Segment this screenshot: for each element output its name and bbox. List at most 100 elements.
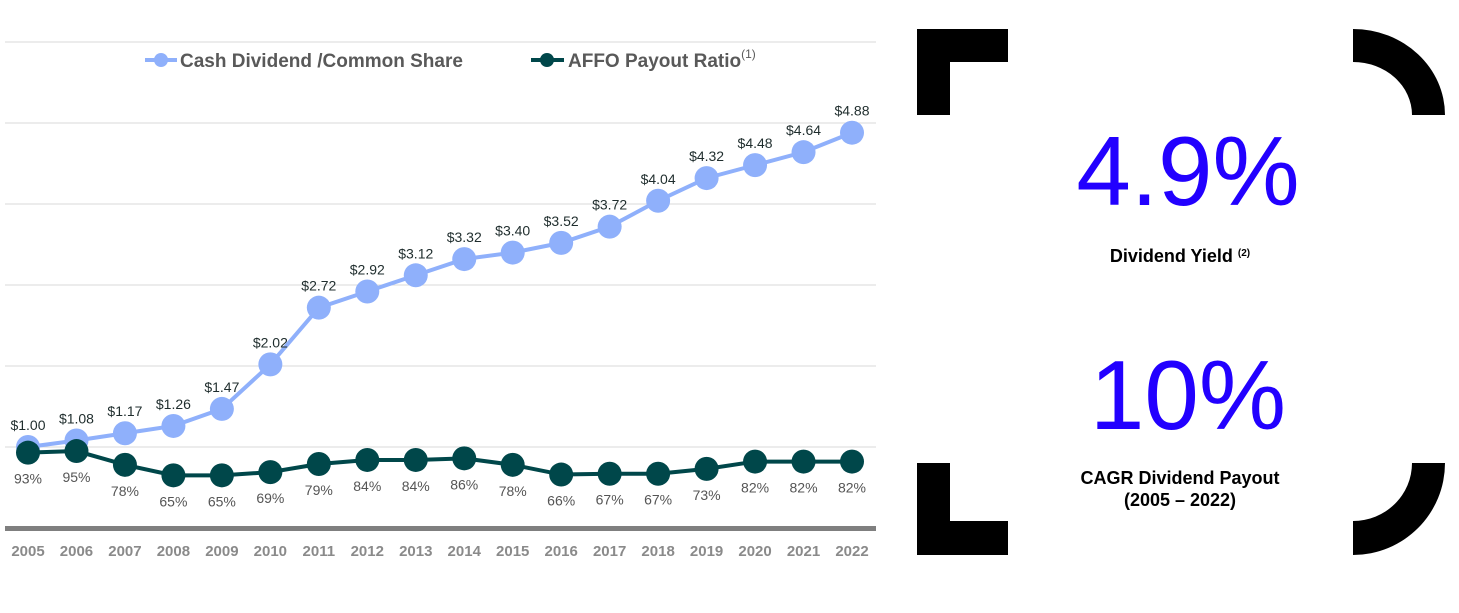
data-point	[403, 447, 428, 472]
data-label: 78%	[499, 483, 527, 499]
x-tick-label: 2012	[351, 543, 384, 560]
x-tick-label: 2008	[157, 543, 190, 560]
data-point	[791, 449, 816, 474]
legend-label-payout: AFFO Payout Ratio(1)	[568, 47, 756, 72]
data-label: 65%	[208, 493, 236, 509]
brackets	[917, 29, 1445, 555]
x-tick-label: 2021	[787, 543, 820, 560]
legend-marker-payout	[540, 53, 554, 67]
data-label: $2.92	[350, 261, 385, 277]
data-label: $1.47	[204, 379, 239, 395]
data-label: $2.02	[253, 334, 288, 350]
x-tick-label: 2017	[593, 543, 626, 560]
data-point	[500, 452, 525, 477]
x-tick-label: 2020	[738, 543, 771, 560]
data-label: $3.52	[544, 213, 579, 229]
data-point	[209, 396, 234, 421]
x-tick-label: 2016	[544, 543, 577, 560]
x-tick-label: 2018	[641, 543, 674, 560]
data-point	[743, 449, 768, 474]
data-label: 84%	[353, 478, 381, 494]
data-point	[355, 279, 380, 304]
data-label: $3.40	[495, 223, 530, 239]
data-point	[840, 449, 864, 474]
series-line-dividend	[27, 130, 853, 449]
data-point	[306, 452, 331, 477]
data-point	[306, 295, 331, 320]
bracket-top-left	[917, 29, 1008, 115]
data-label: 95%	[62, 469, 90, 485]
x-axis-line	[5, 526, 876, 531]
data-point	[355, 447, 380, 472]
data-label: 86%	[450, 476, 478, 492]
data-label: $1.00	[10, 417, 45, 433]
data-point	[452, 247, 477, 272]
x-tick-label: 2014	[448, 543, 482, 560]
data-point	[403, 263, 428, 288]
data-point	[646, 188, 671, 213]
data-point	[64, 439, 89, 464]
cagr-label: CAGR Dividend Payout (2005 – 2022)	[1080, 468, 1280, 510]
data-point	[694, 456, 719, 481]
cagr-value: 10%	[1089, 340, 1287, 450]
x-tick-label: 2011	[303, 543, 336, 560]
data-point	[840, 120, 864, 145]
data-point	[597, 214, 622, 239]
data-label: 66%	[547, 493, 575, 509]
data-label: 78%	[111, 483, 139, 499]
data-point	[597, 461, 622, 486]
data-point	[694, 166, 719, 191]
x-tick-label: 2007	[108, 543, 141, 560]
data-label: $1.08	[59, 411, 94, 427]
x-tick-label: 2010	[254, 543, 287, 560]
data-point	[161, 413, 186, 438]
x-tick-label: 2009	[205, 543, 238, 560]
data-label: $1.26	[156, 396, 191, 412]
data-point	[549, 230, 574, 255]
legend: Cash Dividend /Common Share AFFO Payout …	[145, 47, 756, 72]
data-point	[16, 440, 40, 465]
data-label: $3.12	[398, 245, 433, 261]
data-point	[743, 153, 768, 178]
data-label: 93%	[14, 471, 42, 487]
data-label: $4.04	[641, 171, 676, 187]
data-label: 67%	[596, 492, 624, 508]
data-label: $4.32	[689, 148, 724, 164]
data-label: 82%	[838, 480, 866, 496]
data-label: 82%	[741, 480, 769, 496]
data-point	[112, 421, 137, 446]
series-line-payout	[27, 449, 852, 478]
data-label: 69%	[256, 490, 284, 506]
data-label: 82%	[790, 480, 818, 496]
bracket-top-right	[1353, 29, 1445, 115]
data-label: $2.72	[301, 278, 336, 294]
data-label: $3.32	[447, 229, 482, 245]
data-point	[646, 461, 671, 486]
x-tick-label: 2005	[11, 543, 44, 560]
data-point	[209, 463, 234, 488]
bracket-bottom-left	[917, 463, 1008, 555]
legend-marker-dividend	[154, 53, 168, 67]
x-tick-label: 2022	[835, 543, 868, 560]
data-point	[258, 352, 283, 377]
data-point	[258, 460, 283, 485]
data-label: 67%	[644, 492, 672, 508]
data-label: 84%	[402, 478, 430, 494]
data-label: $1.17	[107, 403, 142, 419]
dividend-yield-label: Dividend Yield (2)	[1109, 246, 1251, 266]
data-label: 79%	[305, 482, 333, 498]
data-label: 73%	[693, 487, 721, 503]
x-tick-label: 2013	[399, 543, 432, 560]
x-tick-label: 2019	[690, 543, 723, 560]
dividend-yield-value: 4.9%	[1076, 116, 1300, 226]
data-point	[112, 452, 137, 477]
data-label: $4.88	[834, 103, 869, 119]
legend-label-dividend: Cash Dividend /Common Share	[180, 51, 463, 72]
data-label: 65%	[159, 493, 187, 509]
data-label: $3.72	[592, 197, 627, 213]
data-label: $4.64	[786, 122, 821, 138]
x-tick-label: 2015	[496, 543, 529, 560]
data-point	[452, 446, 477, 471]
data-point	[791, 140, 816, 165]
